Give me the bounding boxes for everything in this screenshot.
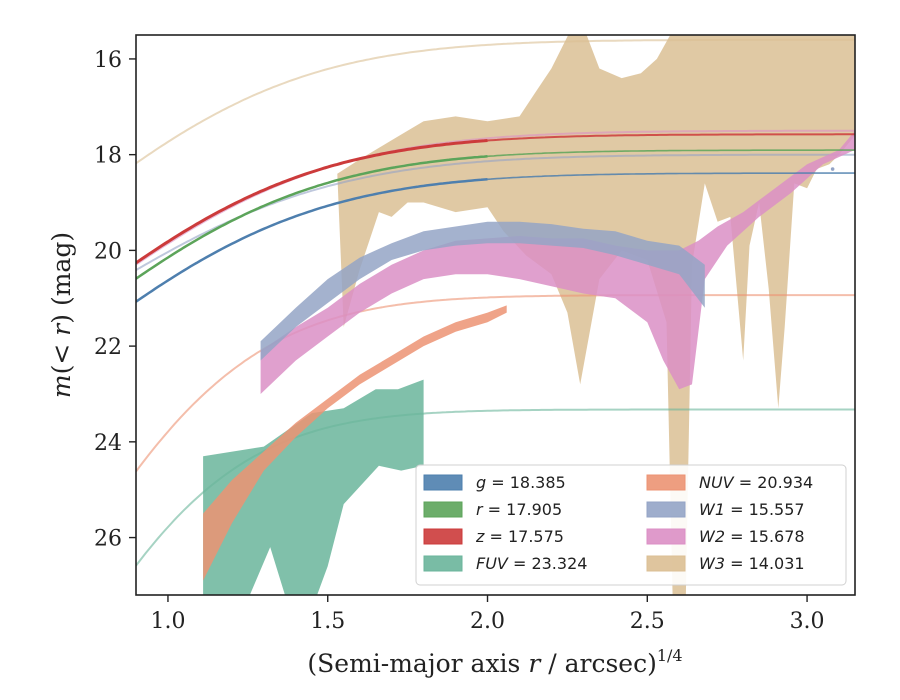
curve-g (136, 178, 488, 303)
band-w1 (260, 221, 705, 361)
legend-swatch-g (423, 474, 463, 491)
legend-box (415, 464, 847, 586)
y-tick-label: 18 (94, 144, 122, 169)
y-tick-label: 16 (94, 48, 122, 73)
x-tick-label: 1.5 (310, 609, 345, 634)
band-w2 (260, 130, 855, 394)
legend-swatch-r (423, 501, 463, 518)
legend-label-g: g = 18.385 (476, 473, 566, 492)
curve-r-extension (487, 149, 855, 158)
curve-g-extension (487, 172, 855, 181)
x-tick-label: 3.0 (790, 609, 825, 634)
legend-label-w2: W2 = 15.678 (699, 527, 805, 546)
legend-label-w3: W3 = 14.031 (699, 554, 805, 573)
curve-w3-fit (136, 38, 855, 165)
curve-z-extension (487, 133, 855, 142)
point-w1-dot (830, 167, 835, 171)
band-w3 (337, 35, 855, 595)
y-tick-label: 20 (94, 239, 122, 264)
legend-label-nuv: NUV = 20.934 (699, 473, 813, 492)
axes-frame (135, 34, 856, 596)
y-tick-label: 26 (94, 527, 122, 552)
legend: g = 18.385 r = 17.905 z = 17.575 FUV = 23.3… (415, 464, 847, 586)
legend-label-r: r = 17.905 (476, 500, 562, 519)
x-tick-label: 1.0 (150, 609, 185, 634)
y-tick-label: 24 (94, 431, 122, 456)
legend-swatch-z (423, 528, 463, 545)
legend-swatch-w1 (646, 501, 686, 518)
legend-label-fuv: FUV = 23.324 (476, 554, 587, 573)
tick-layer: 1.0 1.5 2.0 2.5 3.0 16 18 20 22 24 26 (94, 48, 825, 634)
x-tick-label: 2.5 (630, 609, 665, 634)
legend-swatch-nuv (646, 474, 686, 491)
plot-area (136, 35, 855, 595)
x-tick-label: 2.0 (470, 609, 505, 634)
legend-label-z: z = 17.575 (475, 527, 564, 546)
band-fuv (203, 379, 424, 595)
curve-r (136, 155, 488, 280)
x-axis-label: (Semi-major axis r / arcsec)1/4 (307, 646, 682, 678)
y-axis-label: m(< r) (mag) (47, 232, 76, 398)
legend-label-w1: W1 = 15.557 (699, 500, 805, 519)
legend-swatch-w2 (646, 528, 686, 545)
curve-nuv-fit (136, 294, 855, 473)
y-tick-label: 22 (94, 335, 122, 360)
curve-z (136, 139, 488, 265)
legend-swatch-w3 (646, 555, 686, 572)
legend-swatch-fuv (423, 555, 463, 572)
